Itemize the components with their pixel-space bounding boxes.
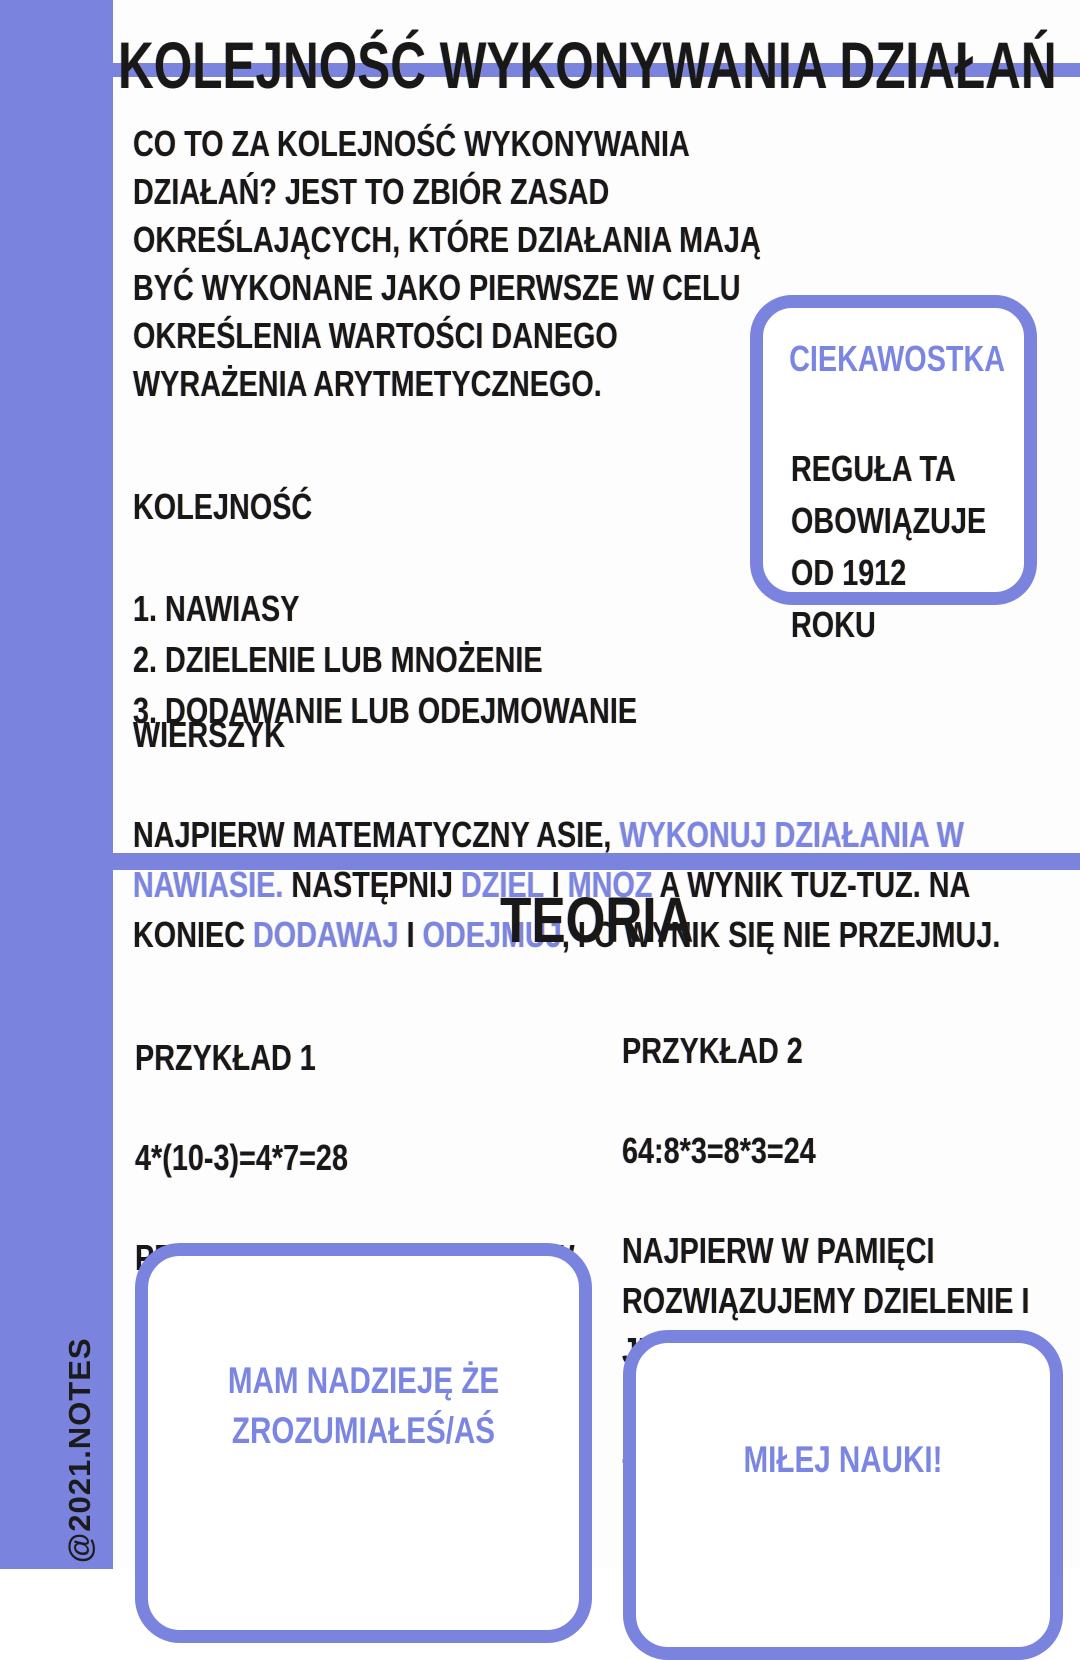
rhyme-segment: DODAWAJ [253,914,399,955]
list-item: 3. DODAWANIE LUB ODEJMOWANIE [133,690,638,731]
rhyme-segment: , I O WYNIK SIĘ NIE PRZEJMUJ. [561,914,1001,955]
order-heading: KOLEJNOŚĆ [133,486,313,527]
rhyme-segment: I [543,864,568,905]
rhyme-segment: NASTĘPNIJ [283,864,462,905]
rhyme-text: NAJPIERW MATEMATYCZNY ASIE, WYKONUJ DZIA… [133,810,1053,960]
page-title: KOLEJNOŚĆ WYKONYWANIA DZIAŁAŃ [118,28,1057,102]
intro-text: CO TO ZA KOLEJNOŚĆ WYKONYWANIA DZIAŁAŃ? … [133,123,761,404]
example-1-equation: 4*(10-3)=4*7=28 [135,1137,348,1178]
rhyme-segment: NAJPIERW MATEMATYCZNY ASIE, [133,814,620,855]
hope-box-text: MAM NADZIEJĘ ŻE ZROZUMIAŁEŚ/AŚ [227,1360,500,1451]
rhyme-heading: WIERSZYK [133,714,286,755]
rhyme-segment: DZIEL [461,864,544,905]
rhyme-section: WIERSZYK NAJPIERW MATEMATYCZNY ASIE, WYK… [133,660,1053,1010]
order-list: 1. NAWIASY 2. DZIELENIE LUB MNOŻENIE 3. DO… [133,583,637,736]
order-section: KOLEJNOŚĆ 1. NAWIASY 2. DZIELENIE LUB MNO… [133,430,637,787]
fact-box-title: CIEKAWOSTKA [789,338,1006,379]
rhyme-segment: ODEJMUJ [422,914,562,955]
study-box-text: MIŁEJ NAUKI! [743,1439,943,1480]
example-1-title: PRZYKŁAD 1 [135,1037,316,1078]
list-item: 1. NAWIASY [133,588,300,629]
theory-heading: TEORIA [113,888,1080,952]
fact-box-body: REGUŁA TA OBOWIĄZUJE OD 1912 ROKU [791,448,987,645]
rhyme-segment: I [398,914,423,955]
example-2-equation: 64:8*3=8*3=24 [622,1130,816,1171]
example-2-title: PRZYKŁAD 2 [622,1030,803,1071]
section-divider [0,853,1080,870]
watermark-handle: @2021.NOTES [62,1337,97,1563]
rhyme-segment: A WYNIK TUŻ-TUŻ. NA KONIEC [133,864,971,955]
fact-box: CIEKAWOSTKA REGUŁA TA OBOWIĄZUJE OD 1912… [750,295,1037,645]
list-item: 2. DZIELENIE LUB MNOŻENIE [133,639,543,680]
theory-heading-text: TEORIA [499,884,694,956]
study-box: MIŁEJ NAUKI! [623,1330,1063,1660]
rhyme-segment: MNÓŻ [567,864,653,905]
rhyme-segment: WYKONUJ DZIAŁANIA W NAWIASIE. [133,814,964,905]
left-border-strip [0,0,113,1569]
hope-box: MAM NADZIEJĘ ŻE ZROZUMIAŁEŚ/AŚ [135,1243,592,1643]
title-strike-line [95,63,1080,77]
